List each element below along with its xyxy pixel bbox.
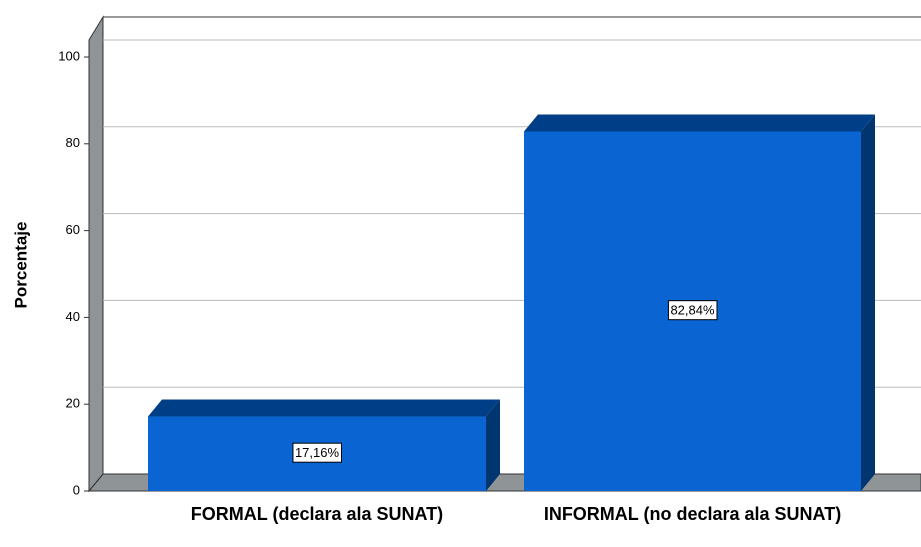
- value-label-box: [292, 442, 342, 463]
- x-tick-label: FORMAL (declara ala SUNAT): [190, 504, 444, 524]
- value-label: 17,16%: [295, 445, 340, 460]
- y-tick-label: 80: [66, 135, 80, 150]
- y-tick-label: 100: [58, 48, 80, 63]
- x-tick-label: INFORMAL (no declara ala SUNAT): [543, 504, 842, 524]
- bar-top: [524, 114, 875, 132]
- y-tick-label: 60: [66, 222, 80, 237]
- y-tick-label: 0: [73, 482, 80, 497]
- y-axis-title: Porcentaje: [11, 222, 30, 309]
- left-wall: [88, 15, 104, 493]
- bar-side: [486, 399, 500, 491]
- y-tick-label: 20: [66, 396, 80, 411]
- bar-side: [861, 114, 875, 492]
- bar-top: [148, 399, 500, 417]
- value-label: 82,84%: [670, 303, 715, 318]
- y-tick-label: 40: [66, 309, 80, 324]
- value-label-box: [667, 300, 718, 321]
